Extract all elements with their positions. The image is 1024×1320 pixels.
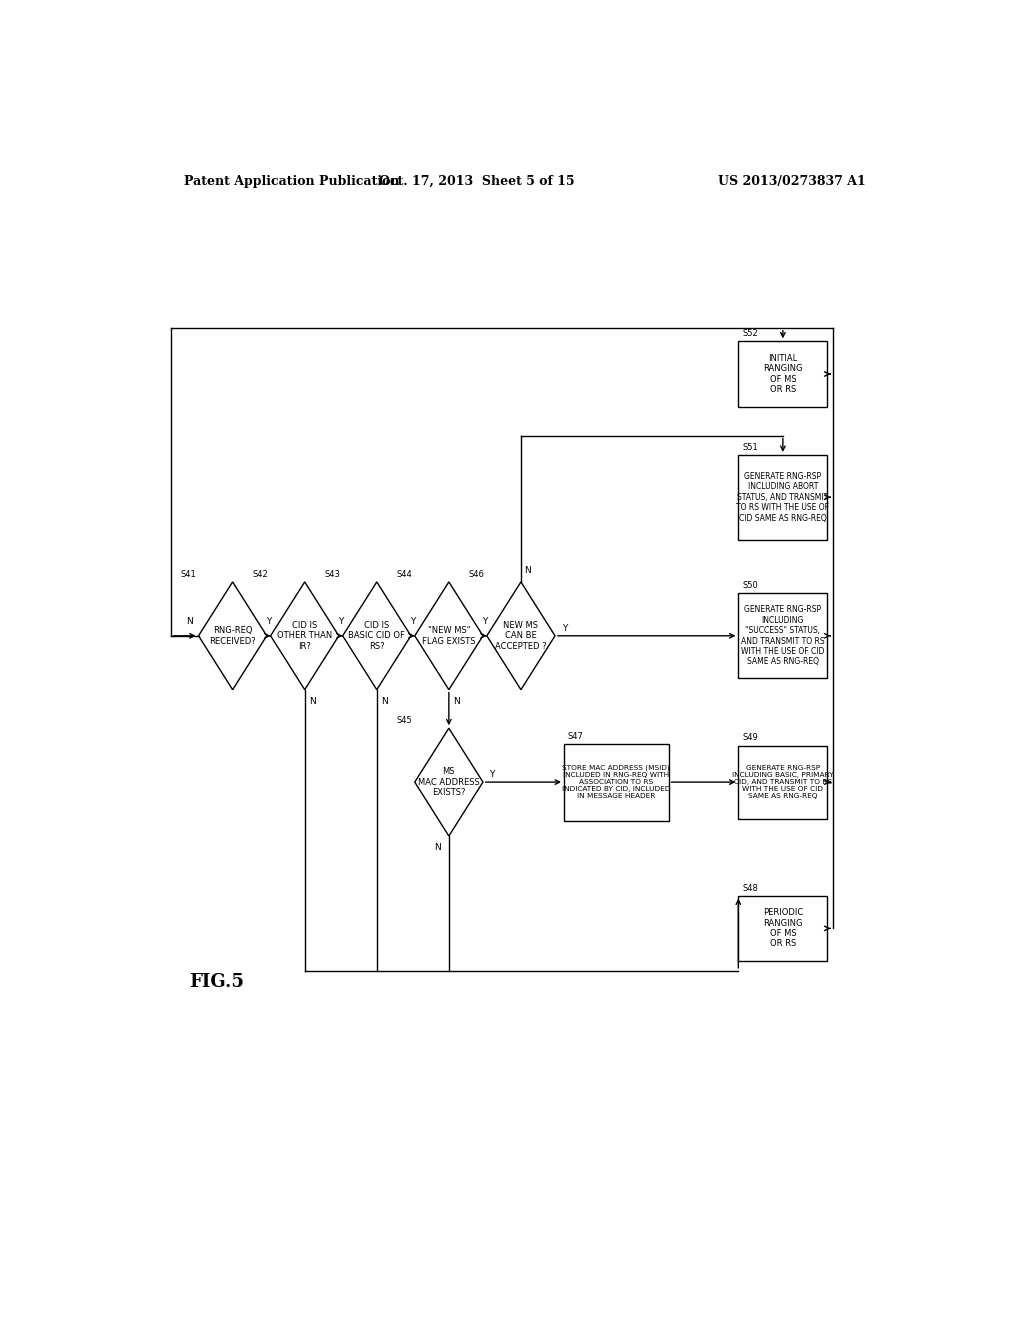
Text: S45: S45: [396, 717, 413, 725]
Text: S51: S51: [742, 442, 758, 451]
Text: Y: Y: [411, 618, 416, 627]
Text: N: N: [523, 566, 530, 574]
Text: GENERATE RNG-RSP
INCLUDING
"SUCCESS" STATUS,
AND TRANSMIT TO RS
WITH THE USE OF : GENERATE RNG-RSP INCLUDING "SUCCESS" STA…: [741, 606, 824, 667]
Text: GENERATE RNG-RSP
INCLUDING ABORT
STATUS, AND TRANSMIT
TO RS WITH THE USE OF
CID : GENERATE RNG-RSP INCLUDING ABORT STATUS,…: [736, 473, 829, 523]
Text: US 2013/0273837 A1: US 2013/0273837 A1: [718, 176, 866, 187]
Text: N: N: [454, 697, 460, 706]
Text: S44: S44: [396, 570, 413, 579]
Text: "NEW MS"
FLAG EXISTS: "NEW MS" FLAG EXISTS: [422, 626, 475, 645]
Text: Oct. 17, 2013  Sheet 5 of 15: Oct. 17, 2013 Sheet 5 of 15: [379, 176, 574, 187]
Text: Y: Y: [266, 618, 271, 627]
Text: STORE MAC ADDRESS (MSID)
INCLUDED IN RNG-REQ WITH
ASSOCIATION TO RS
INDICATED BY: STORE MAC ADDRESS (MSID) INCLUDED IN RNG…: [562, 764, 671, 800]
Bar: [738, 746, 827, 818]
Text: N: N: [309, 697, 315, 706]
Text: Y: Y: [482, 618, 487, 627]
Text: Y: Y: [338, 618, 343, 627]
Text: INITIAL
RANGING
OF MS
OR RS: INITIAL RANGING OF MS OR RS: [763, 354, 803, 395]
Text: CID IS
OTHER THAN
IR?: CID IS OTHER THAN IR?: [278, 620, 333, 651]
Bar: [738, 455, 827, 540]
Text: GENERATE RNG-RSP
INCLUDING BASIC, PRIMARY
CID, AND TRANSMIT TO RS
WITH THE USE O: GENERATE RNG-RSP INCLUDING BASIC, PRIMAR…: [732, 766, 834, 799]
Bar: [738, 896, 827, 961]
Bar: [564, 743, 669, 821]
Text: Patent Application Publication: Patent Application Publication: [183, 176, 399, 187]
Text: S42: S42: [253, 570, 268, 579]
Text: Y: Y: [489, 770, 495, 779]
Text: Y: Y: [561, 623, 567, 632]
Text: FIG.5: FIG.5: [189, 973, 245, 991]
Text: S46: S46: [469, 570, 484, 579]
Bar: [738, 342, 827, 407]
Text: S43: S43: [325, 570, 340, 579]
Text: N: N: [434, 843, 440, 851]
Text: MS
MAC ADDRESS
EXISTS?: MS MAC ADDRESS EXISTS?: [418, 767, 479, 797]
Text: S52: S52: [742, 329, 758, 338]
Text: PERIODIC
RANGING
OF MS
OR RS: PERIODIC RANGING OF MS OR RS: [763, 908, 803, 949]
Text: CID IS
BASIC CID OF
RS?: CID IS BASIC CID OF RS?: [348, 620, 406, 651]
Text: NEW MS
CAN BE
ACCEPTED ?: NEW MS CAN BE ACCEPTED ?: [496, 620, 547, 651]
Text: S48: S48: [742, 883, 758, 892]
Text: N: N: [381, 697, 388, 706]
Bar: [738, 594, 827, 678]
Text: S50: S50: [742, 581, 758, 590]
Text: N: N: [185, 618, 193, 627]
Text: S49: S49: [742, 734, 758, 742]
Text: RNG-REQ
RECEIVED?: RNG-REQ RECEIVED?: [209, 626, 256, 645]
Text: S41: S41: [180, 570, 197, 579]
Text: S47: S47: [568, 731, 584, 741]
